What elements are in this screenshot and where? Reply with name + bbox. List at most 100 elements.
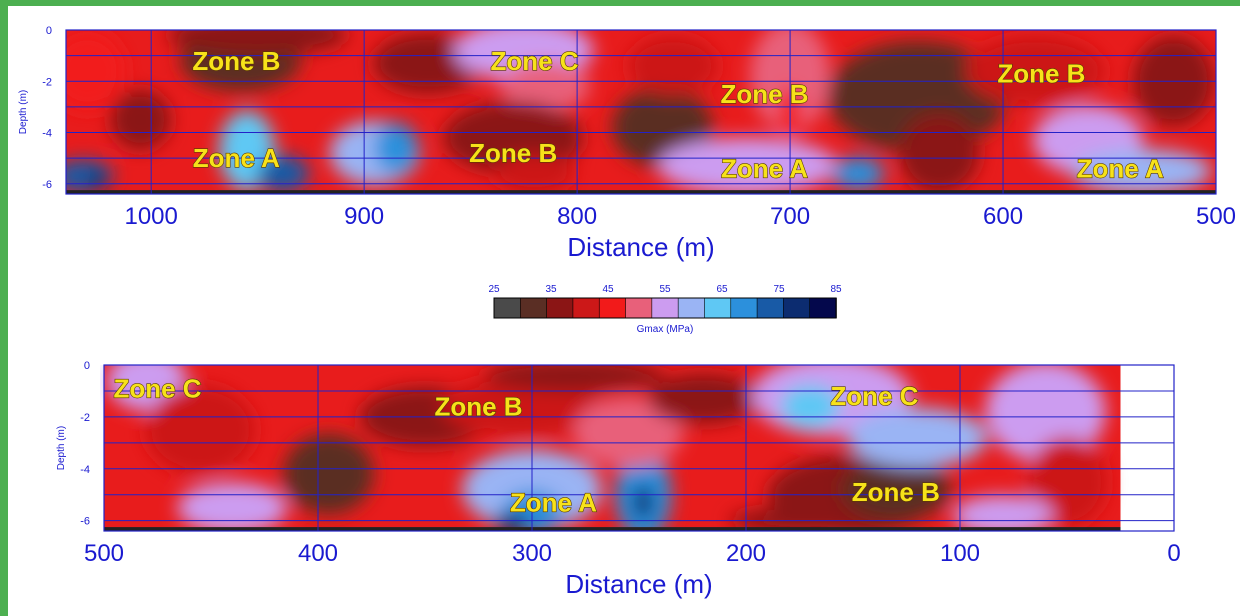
heatmap-field: [66, 30, 1216, 194]
colorbar-swatch: [520, 297, 548, 319]
heatmap-cell: [648, 373, 759, 424]
x-tick-label: 700: [770, 203, 810, 230]
heatmap-field: [104, 365, 1121, 531]
colorbar-swatch: [493, 297, 522, 319]
colorbar-swatch: [651, 297, 679, 319]
zone-label: Zone A: [721, 153, 808, 183]
heatmap-cell: [257, 155, 310, 192]
bedrock-line: [104, 527, 1121, 531]
colorbar-title: Gmax (MPa): [637, 324, 694, 335]
colorbar-swatch: [572, 297, 601, 319]
heatmap-cell: [627, 35, 718, 96]
x-tick-label: 600: [983, 203, 1023, 230]
heatmap-cell: [1071, 148, 1212, 193]
heatmap-cell: [484, 365, 665, 392]
colorbar-swatch: [625, 297, 653, 319]
heatmap-blobs: [66, 30, 1214, 194]
colorbar-swatch: [783, 297, 811, 319]
y-axis-label: Depth (m): [56, 426, 67, 470]
heatmap-cell: [573, 397, 684, 468]
y-tick-label: -4: [80, 464, 90, 476]
colorbar-swatch: [730, 297, 758, 319]
heatmap-cell: [832, 157, 885, 190]
x-tick-label: 900: [344, 203, 384, 230]
heatmap-cell: [167, 30, 348, 56]
colorbar-border: [493, 297, 837, 319]
zone-label: Zone A: [1077, 153, 1164, 183]
zone-label: Zone B: [192, 46, 280, 76]
colorbar-tick-label: 35: [545, 284, 557, 295]
x-tick-label: 800: [557, 203, 597, 230]
colorbar-swatch: [598, 297, 627, 319]
heatmap-cell: [145, 384, 256, 475]
heatmap-cell: [964, 36, 1105, 106]
heatmap-cell: [780, 384, 841, 429]
heatmap-cell: [899, 113, 980, 193]
heatmap-cell: [492, 513, 529, 531]
y-tick-label: 0: [46, 25, 52, 37]
heatmap-cell: [657, 137, 838, 194]
colorbar-tick-label: 65: [716, 284, 728, 295]
zone-label: Zone C: [490, 46, 578, 76]
heatmap-cell: [847, 407, 988, 468]
x-axis-label: Distance (m): [565, 569, 712, 599]
x-tick-label: 1000: [124, 203, 177, 230]
grid: [65, 29, 1217, 195]
x-tick-label: 100: [940, 540, 980, 567]
y-tick-label: -2: [42, 76, 52, 88]
y-tick-label: 0: [84, 360, 90, 372]
top-chart: 1000 900 800 700 600 500 0 -2 -4 -6 Distance (m) De…: [18, 25, 1236, 262]
colorbar-swatch: [677, 297, 706, 319]
heatmap-cell: [952, 495, 1053, 531]
zone-label: Zone B: [997, 59, 1085, 89]
colorbar: Gmax (MPa) 25 35 45 55 65 75 85: [488, 284, 842, 335]
zone-label: Zone B: [720, 79, 808, 109]
zone-label: Zone C: [830, 381, 918, 411]
zone-label: Zone B: [434, 392, 522, 422]
heatmap-cell: [283, 433, 374, 514]
colorbar-swatch: [546, 297, 574, 319]
heatmap-cell: [66, 31, 126, 111]
x-tick-label: 500: [1196, 203, 1236, 230]
colorbar-tick-label: 55: [659, 284, 671, 295]
heatmap-cell: [985, 365, 1106, 462]
heatmap-cell: [840, 459, 951, 520]
colorbar-tick-label: 85: [830, 284, 842, 295]
colorbar-swatch: [704, 297, 732, 319]
colorbar-tick-label: 75: [773, 284, 785, 295]
y-tick-label: -2: [80, 412, 90, 424]
zone-label: Zone B: [852, 477, 940, 507]
y-tick-label: -6: [80, 516, 90, 528]
y-tick-label: -4: [42, 128, 52, 140]
zone-label: Zone B: [469, 138, 557, 168]
zone-label: Zone A: [510, 487, 597, 517]
y-axis-label: Depth (m): [18, 90, 29, 134]
heatmap-cell: [729, 508, 870, 531]
colorbar-swatch: [809, 297, 837, 319]
zone-label: Zone A: [193, 143, 280, 173]
zone-label: Zone C: [113, 373, 201, 403]
x-tick-label: 400: [298, 540, 338, 567]
bedrock-line: [66, 190, 1216, 194]
y-tick-label: -6: [42, 179, 52, 191]
colorbar-tick-label: 25: [488, 284, 500, 295]
heatmap-cell: [177, 482, 288, 531]
x-axis-label: Distance (m): [567, 232, 714, 262]
x-tick-label: 200: [726, 540, 766, 567]
heatmap-cell: [110, 89, 171, 150]
heatmap-cell: [374, 122, 419, 173]
colorbar-tick-label: 45: [602, 284, 614, 295]
plot-border: [65, 29, 1217, 195]
heatmap-cell: [441, 376, 602, 437]
x-tick-label: 0: [1167, 540, 1180, 567]
heatmap-cell: [500, 61, 591, 112]
heatmap-cell: [87, 173, 108, 190]
plot-border: [103, 364, 1175, 532]
heatmap-blobs: [106, 365, 1107, 531]
x-tick-label: 500: [84, 540, 124, 567]
x-tick-label: 300: [512, 540, 552, 567]
bottom-chart: 500 400 300 200 100 0 0 -2 -4 -6 Distance (m) Depth…: [56, 360, 1181, 599]
heatmap-cell: [633, 484, 654, 521]
